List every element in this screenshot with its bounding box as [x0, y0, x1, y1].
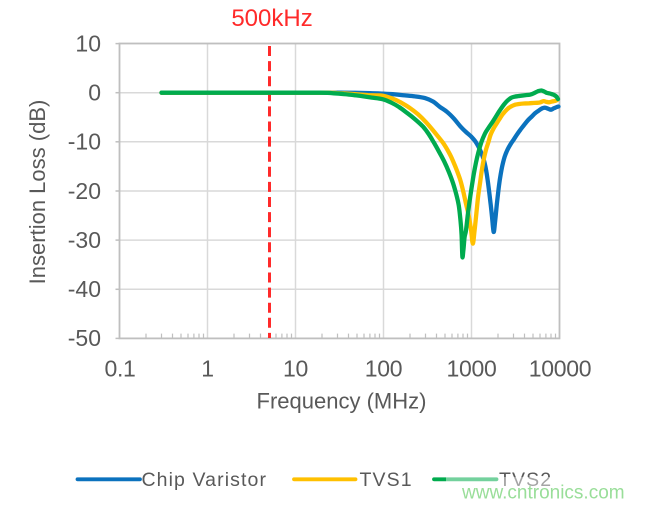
svg-text:500kHz: 500kHz	[231, 5, 312, 32]
svg-text:Insertion Loss (dB): Insertion Loss (dB)	[25, 100, 50, 285]
svg-text:-40: -40	[68, 276, 101, 302]
svg-text:-20: -20	[68, 178, 101, 204]
svg-text:-10: -10	[68, 129, 101, 155]
svg-text:Chip Varistor: Chip Varistor	[142, 469, 268, 491]
svg-text:TVS1: TVS1	[360, 469, 413, 491]
svg-text:www.cntronics.com: www.cntronics.com	[461, 483, 625, 504]
svg-text:10: 10	[75, 30, 101, 56]
svg-text:1000: 1000	[447, 356, 497, 382]
svg-text:-30: -30	[68, 227, 101, 253]
svg-text:10000: 10000	[529, 356, 591, 382]
svg-text:100: 100	[365, 356, 402, 382]
svg-text:Frequency (MHz): Frequency (MHz)	[257, 388, 427, 413]
svg-text:0: 0	[88, 80, 101, 106]
svg-text:10: 10	[283, 356, 308, 382]
svg-text:1: 1	[201, 356, 214, 382]
svg-text:0.1: 0.1	[104, 356, 135, 382]
svg-text:-50: -50	[68, 325, 101, 351]
svg-text:TVS2: TVS2	[499, 469, 552, 491]
